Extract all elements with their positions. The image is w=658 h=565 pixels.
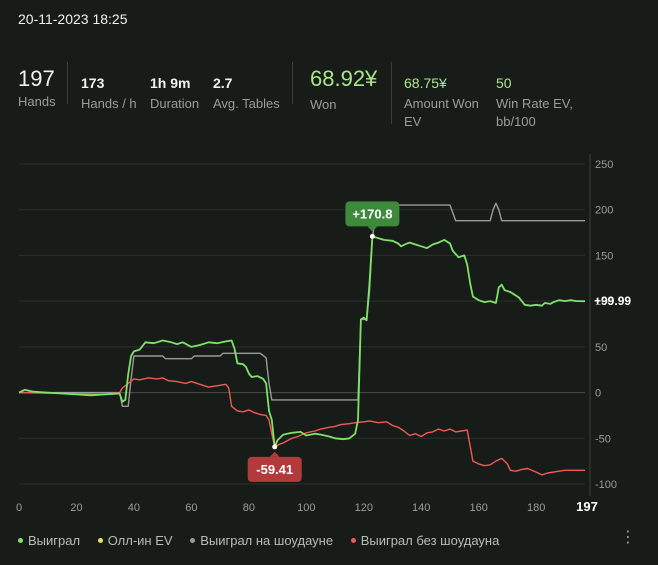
legend-label: Выиграл без шоудауна <box>360 533 500 548</box>
stat-avg-tables: 2.7 Avg. Tables <box>213 75 280 113</box>
min-label-box <box>247 456 302 482</box>
y-tick-label: 100 <box>595 296 613 308</box>
stat-amount-won-ev-label: Amount Won EV <box>404 96 479 129</box>
stat-hands-per-hour: 173 Hands / h <box>81 75 137 113</box>
stat-hands-label: Hands <box>18 94 56 109</box>
y-tick-label: 250 <box>595 159 613 171</box>
x-end-label: 197 <box>576 499 598 514</box>
stat-hands-per-hour-value: 173 <box>81 75 105 91</box>
session-stats: 197 Hands 173 Hands / h 1h 9m Duration 2… <box>0 60 658 140</box>
stats-divider <box>292 62 293 104</box>
y-tick-label: -100 <box>595 479 617 491</box>
max-label-pointer <box>367 226 378 232</box>
min-label-pointer <box>269 451 280 457</box>
y-tick-label: 50 <box>595 342 607 354</box>
stat-win-rate-ev: 50 Win Rate EV, bb/100 <box>496 75 586 131</box>
x-tick-label: 140 <box>412 502 430 514</box>
legend-item-won[interactable]: Выиграл <box>18 533 80 548</box>
max-annotation: +170.8 <box>345 201 400 239</box>
stats-divider <box>67 62 68 104</box>
stat-duration: 1h 9m Duration <box>150 75 199 113</box>
x-tick-label: 160 <box>470 502 488 514</box>
legend-label: Олл-ин EV <box>107 533 173 548</box>
x-tick-label: 120 <box>355 502 373 514</box>
session-datetime: 20-11-2023 18:25 <box>18 11 128 27</box>
stat-hands: 197 Hands <box>18 66 56 111</box>
stat-win-rate-ev-label: Win Rate EV, bb/100 <box>496 96 573 129</box>
legend-dot <box>97 538 103 544</box>
min-label: -59.41 <box>256 462 293 477</box>
x-tick-label: 100 <box>297 502 315 514</box>
stat-avg-tables-label: Avg. Tables <box>213 96 280 111</box>
x-tick-label: 80 <box>243 502 255 514</box>
legend-label: Выиграл <box>28 533 81 548</box>
stats-divider <box>391 62 392 124</box>
legend-item-allin-ev[interactable]: Олл-ин EV <box>97 533 173 548</box>
chart-legend: Выиграл Олл-ин EV Выиграл на шоудауне Вы… <box>18 533 513 548</box>
stat-won: 68.92¥ Won <box>310 66 377 114</box>
series-line <box>18 235 586 448</box>
legend-item-showdown[interactable]: Выиграл на шоудауне <box>190 533 333 548</box>
stat-amount-won-ev: 68.75¥ Amount Won EV <box>404 75 490 131</box>
legend-dot <box>350 538 356 544</box>
profit-chart: 250 200 150 100 50 0 -50 -100 0 20 40 60 80 100 120 140… <box>16 154 631 514</box>
max-label-box <box>345 201 400 227</box>
x-tick-label: 60 <box>185 502 197 514</box>
more-vertical-icon[interactable]: ⋮ <box>620 529 636 546</box>
x-tick-label: 180 <box>527 502 545 514</box>
stat-win-rate-ev-value: 50 <box>496 75 512 91</box>
stat-won-label: Won <box>310 97 337 112</box>
y-tick-label: 200 <box>595 205 613 217</box>
legend-dot <box>18 538 23 544</box>
legend-dot <box>190 538 196 544</box>
series-line <box>19 202 585 407</box>
stat-hands-per-hour-label: Hands / h <box>81 96 137 111</box>
stat-avg-tables-value: 2.7 <box>213 75 233 91</box>
stat-won-value: 68.92¥ <box>310 66 378 91</box>
stat-duration-value: 1h 9m <box>150 75 191 91</box>
end-value-label: +99.99 <box>594 294 631 308</box>
x-tick-label: 40 <box>128 502 140 514</box>
series-line <box>18 377 585 476</box>
min-marker <box>272 444 278 450</box>
stat-duration-label: Duration <box>150 96 200 111</box>
legend-item-non-showdown[interactable]: Выиграл без шоудауна <box>350 533 500 548</box>
y-tick-label: -50 <box>595 433 611 445</box>
stat-amount-won-ev-value: 68.75¥ <box>404 75 447 91</box>
stat-hands-value: 197 <box>18 66 55 91</box>
y-tick-label: 150 <box>595 250 613 262</box>
y-tick-label: 0 <box>595 388 601 400</box>
x-tick-label: 20 <box>70 502 82 514</box>
x-tick-label: 0 <box>16 502 22 514</box>
min-annotation: -59.41 <box>247 444 302 482</box>
legend-label: Выиграл на шоудауне <box>200 533 334 548</box>
max-marker <box>369 233 375 239</box>
max-label: +170.8 <box>352 206 392 221</box>
